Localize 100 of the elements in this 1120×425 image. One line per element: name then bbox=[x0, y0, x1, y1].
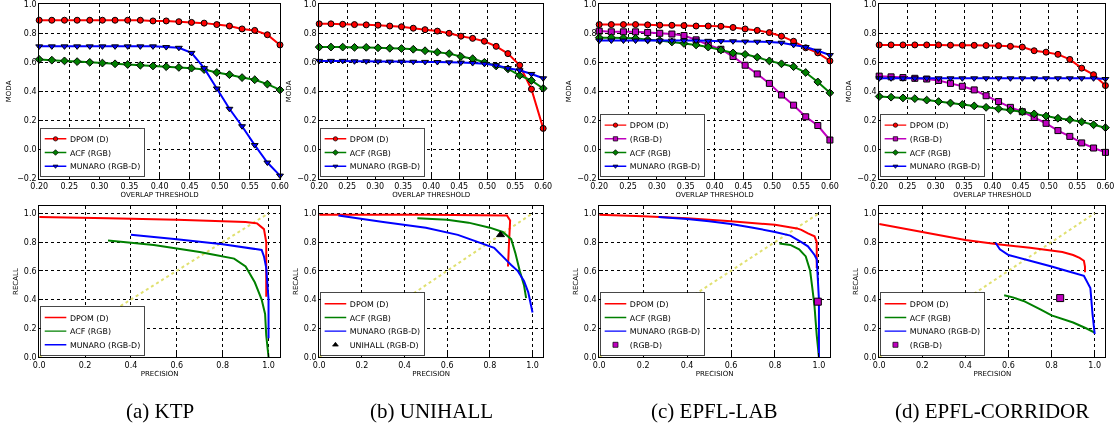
x-tick-label: 0.45 bbox=[450, 182, 469, 192]
y-tick-label: 1.0 bbox=[23, 209, 37, 219]
x-tick-label: 0.30 bbox=[647, 182, 666, 192]
x-tick-label: 0.30 bbox=[926, 182, 945, 192]
x-tick-label: 0.55 bbox=[792, 182, 810, 192]
x-tick-label: 0.40 bbox=[983, 182, 1002, 192]
x-tick-label: 0.35 bbox=[955, 182, 973, 192]
y-tick-label: 0.2 bbox=[303, 324, 317, 334]
x-tick-label: 0.20 bbox=[30, 182, 49, 192]
y-tick-label: 0.0 bbox=[863, 352, 877, 362]
x-tick-label: 0.60 bbox=[534, 182, 553, 192]
y-tick-label: 0.0 bbox=[863, 145, 877, 155]
x-tick-label: 0.50 bbox=[478, 182, 497, 192]
text: (d) EPFL-CORRIDOR bbox=[895, 399, 1090, 423]
y-tick-label: 0.2 bbox=[303, 116, 317, 126]
y-tick-label: 0.6 bbox=[303, 266, 317, 276]
x-tick-label: 0.60 bbox=[1096, 182, 1115, 192]
x-tick-label: 0.2 bbox=[78, 360, 92, 370]
text: (c) EPFL-LAB bbox=[651, 399, 778, 423]
y-tick-label: 1.0 bbox=[303, 0, 317, 10]
x-tick-label: 0.0 bbox=[592, 360, 606, 370]
y-tick-label: 1.0 bbox=[23, 0, 37, 10]
y-tick-label: 1.0 bbox=[863, 0, 877, 10]
y-tick-label: 0.6 bbox=[583, 266, 597, 276]
x-tick-label: 0.55 bbox=[1068, 182, 1087, 192]
y-tick-label: 0.0 bbox=[583, 352, 597, 362]
x-tick-label: 0.6 bbox=[724, 360, 738, 370]
y-tick-label: 0.4 bbox=[23, 87, 37, 97]
y-tick-label: 0.4 bbox=[303, 295, 317, 305]
x-tick-label: 0.6 bbox=[440, 360, 454, 370]
x-tick-label: 0.2 bbox=[355, 360, 369, 370]
x-tick-label: 0.0 bbox=[312, 360, 326, 370]
x-tick-label: 0.50 bbox=[1039, 182, 1058, 192]
y-tick-label: 0.2 bbox=[863, 324, 877, 334]
x-tick-label: 0.40 bbox=[705, 182, 724, 192]
y-tick-label: 1.0 bbox=[863, 209, 877, 219]
y-tick-label: 0.8 bbox=[303, 237, 317, 247]
y-tick-label: 0.8 bbox=[583, 29, 597, 39]
x-tick-label: 0.25 bbox=[60, 182, 79, 192]
x-tick-label: 0.4 bbox=[398, 360, 411, 370]
text: (a) KTP bbox=[126, 399, 195, 423]
y-tick-label: −0.2 bbox=[857, 174, 877, 184]
x-tick-label: 0.55 bbox=[506, 182, 525, 192]
x-tick-label: 0.45 bbox=[734, 182, 753, 192]
y-tick-label: 1.0 bbox=[303, 209, 317, 219]
x-tick-label: 0.8 bbox=[768, 360, 782, 370]
x-tick-label: 0.30 bbox=[90, 182, 109, 192]
y-tick-label: 0.6 bbox=[23, 58, 37, 68]
y-tick-label: 0.0 bbox=[583, 145, 597, 155]
x-tick-label: 0.4 bbox=[959, 360, 972, 370]
y-tick-label: 0.2 bbox=[583, 324, 597, 334]
x-tick-label: 0.2 bbox=[915, 360, 929, 370]
x-tick-label: 0.0 bbox=[872, 360, 886, 370]
x-tick-label: 0.35 bbox=[676, 182, 695, 192]
x-tick-label: 0.25 bbox=[338, 182, 357, 192]
x-tick-label: 0.45 bbox=[1011, 182, 1030, 192]
x-tick-label: 0.8 bbox=[216, 360, 230, 370]
y-tick-label: 0.0 bbox=[23, 145, 37, 155]
y-tick-label: 0.2 bbox=[863, 116, 877, 126]
x-tick-label: 1.0 bbox=[526, 360, 539, 370]
y-tick-label: 0.8 bbox=[23, 29, 37, 39]
y-tick-label: 0.6 bbox=[863, 58, 877, 68]
x-tick-label: 1.0 bbox=[1088, 360, 1102, 370]
y-tick-label: −0.2 bbox=[577, 174, 597, 184]
x-tick-label: 0.8 bbox=[483, 360, 497, 370]
y-tick-label: 0.6 bbox=[863, 266, 877, 276]
x-tick-label: 0.35 bbox=[394, 182, 413, 192]
x-tick-label: 0.25 bbox=[619, 182, 637, 192]
y-tick-label: 0.0 bbox=[303, 352, 317, 362]
x-tick-label: 0.40 bbox=[150, 182, 169, 192]
y-tick-label: −0.2 bbox=[297, 174, 317, 184]
x-tick-label: 1.0 bbox=[262, 360, 275, 370]
x-tick-label: 0.50 bbox=[210, 182, 229, 192]
y-tick-label: −0.2 bbox=[17, 174, 37, 184]
y-tick-label: 1.0 bbox=[583, 209, 597, 219]
y-tick-label: 0.8 bbox=[863, 237, 877, 247]
x-tick-label: 0.60 bbox=[821, 182, 839, 192]
x-tick-label: 0.8 bbox=[1045, 360, 1058, 370]
x-tick-label: 0.60 bbox=[271, 182, 289, 192]
y-tick-label: 0.2 bbox=[583, 116, 597, 126]
x-tick-label: 0.4 bbox=[124, 360, 138, 370]
x-tick-label: 0.20 bbox=[310, 182, 329, 192]
x-tick-label: 0.0 bbox=[32, 360, 46, 370]
y-tick-label: 1.0 bbox=[583, 0, 597, 10]
x-tick-label: 0.40 bbox=[422, 182, 441, 192]
x-tick-label: 0.35 bbox=[120, 182, 139, 192]
x-tick-label: 0.30 bbox=[366, 182, 385, 192]
x-tick-label: 1.0 bbox=[812, 360, 826, 370]
y-tick-label: 0.2 bbox=[23, 324, 37, 334]
y-tick-label: 0.6 bbox=[303, 58, 317, 68]
x-tick-label: 0.4 bbox=[680, 360, 694, 370]
x-tick-label: 0.6 bbox=[170, 360, 184, 370]
y-tick-label: 0.8 bbox=[863, 29, 877, 39]
y-tick-label: 0.4 bbox=[863, 87, 877, 97]
y-tick-label: 0.4 bbox=[583, 295, 597, 305]
x-tick-label: 0.2 bbox=[636, 360, 650, 370]
x-tick-label: 0.20 bbox=[590, 182, 609, 192]
y-tick-label: 0.4 bbox=[303, 87, 317, 97]
x-tick-label: 0.20 bbox=[870, 182, 889, 192]
y-tick-label: 0.4 bbox=[863, 295, 877, 305]
